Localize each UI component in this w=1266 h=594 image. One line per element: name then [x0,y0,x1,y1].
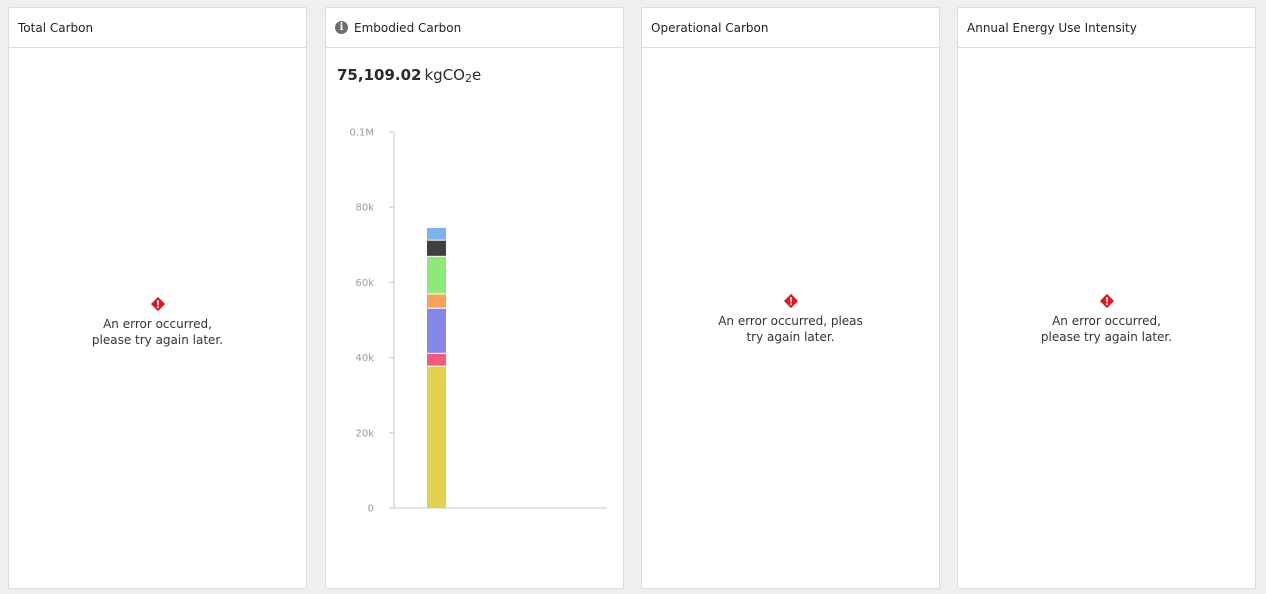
embodied-carbon-value: 75,109.02 kgCO2e [337,66,481,85]
total-carbon-card: Total Carbon An error occurred, please t… [8,7,307,589]
y-tick-label: 80k [355,203,374,214]
card-header: Annual Energy Use Intensity [958,8,1255,48]
bar-segment-3 [427,308,446,353]
card-title: Operational Carbon [651,20,769,35]
y-tick-label: 0 [368,504,374,515]
card-header: i Embodied Carbon [326,8,623,48]
error-icon [1099,293,1114,309]
bar-segment-1 [427,366,446,508]
annual-energy-use-intensity-card: Annual Energy Use Intensity An error occ… [957,7,1256,589]
embodied-carbon-card: i Embodied Carbon 75,109.02 kgCO2e 0 20k 40… [325,7,624,589]
operational-carbon-card: Operational Carbon An error occurred, pl… [641,7,940,589]
y-tick-label: 20k [355,428,374,439]
card-title: Embodied Carbon [354,20,462,35]
error-text: An error occurred, please try again late… [1040,314,1173,344]
card-header: Operational Carbon [642,8,939,48]
metric-number: 75,109.02 [337,66,422,84]
metric-unit: kgCO2e [424,66,482,85]
embodied-carbon-chart: 0 20k 40k 60k 80k 0.1M [349,128,607,515]
y-tick-label: 40k [355,353,374,364]
card-header: Total Carbon [9,8,306,48]
error-message: An error occurred, pleas try again later… [642,293,939,345]
bar-segment-2 [427,353,446,366]
error-message: An error occurred, please try again late… [958,293,1255,345]
y-tick-label: 0.1M [349,128,374,139]
card-title: Annual Energy Use Intensity [967,20,1137,35]
bar-segment-6 [427,240,446,256]
error-icon [783,293,798,309]
info-icon[interactable]: i [335,21,348,34]
error-text: An error occurred, pleas try again later… [718,314,863,344]
y-tick-label: 60k [355,278,374,289]
bar-segment-4 [427,294,446,308]
card-title: Total Carbon [18,20,94,35]
error-text: An error occurred, please try again late… [91,317,224,347]
error-message: An error occurred, please try again late… [9,296,306,348]
bar-segment-5 [427,256,446,294]
bar-segment-7 [427,227,446,240]
error-icon [150,296,165,312]
